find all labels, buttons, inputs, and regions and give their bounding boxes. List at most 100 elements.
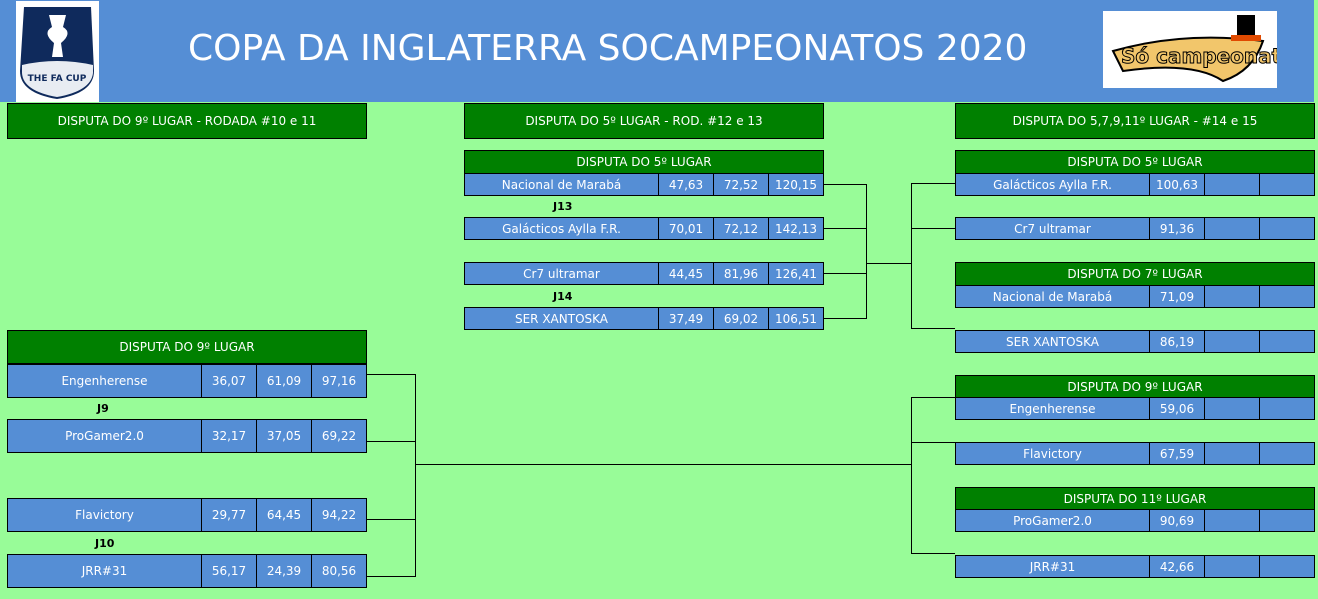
- team-name-cell: Engenherense: [955, 397, 1150, 420]
- team-score-cell: 37,49: [658, 307, 714, 330]
- empty-score-cell: [1204, 217, 1260, 240]
- team-name-cell: Galácticos Aylla F.R.: [464, 217, 659, 240]
- bracket-connector-line: [415, 374, 416, 577]
- empty-score-cell: [1259, 173, 1315, 196]
- team-score-cell: 44,45: [658, 262, 714, 285]
- team-score-cell: 69,02: [713, 307, 769, 330]
- team-name-cell: Galácticos Aylla F.R.: [955, 173, 1150, 196]
- empty-score-cell: [1204, 173, 1260, 196]
- team-score-cell: 56,17: [201, 554, 257, 588]
- bracket-connector-line: [911, 183, 912, 329]
- page-title: COPA DA INGLATERRA SOCAMPEONATOS 2020: [188, 28, 1028, 69]
- team-score-cell: 42,66: [1149, 555, 1205, 578]
- bracket-connector-line: [911, 228, 955, 229]
- bracket-connector-line: [366, 519, 416, 520]
- right-section-title: DISPUTA DO 5,7,9,11º LUGAR - #14 e 15: [955, 103, 1315, 139]
- empty-score-cell: [1259, 217, 1315, 240]
- bracket-connector-line: [911, 183, 955, 184]
- team-total-cell: 126,41: [768, 262, 824, 285]
- bracket-connector-line: [366, 441, 416, 442]
- bracket-connector-line: [366, 374, 416, 375]
- empty-score-cell: [1204, 509, 1260, 532]
- svg-text:Só campeonatos: Só campeonatos: [1121, 44, 1277, 68]
- team-total-cell: 97,16: [311, 364, 367, 398]
- team-score-cell: 81,96: [713, 262, 769, 285]
- bracket-connector-line: [911, 397, 912, 554]
- header-banner: THE FA CUP COPA DA INGLATERRA SOCAMPEONA…: [0, 0, 1314, 102]
- match-label: J14: [553, 290, 573, 303]
- team-total-cell: 120,15: [768, 173, 824, 196]
- match-label: J10: [95, 537, 115, 550]
- team-total-cell: 69,22: [311, 419, 367, 453]
- empty-score-cell: [1204, 442, 1260, 465]
- svg-text:THE FA CUP: THE FA CUP: [28, 74, 87, 84]
- empty-score-cell: [1259, 555, 1315, 578]
- team-score-cell: 29,77: [201, 498, 257, 532]
- team-name-cell: Nacional de Marabá: [955, 285, 1150, 308]
- team-score-cell: 90,69: [1149, 509, 1205, 532]
- team-total-cell: 80,56: [311, 554, 367, 588]
- team-score-cell: 64,45: [256, 498, 312, 532]
- team-score-cell: 91,36: [1149, 217, 1205, 240]
- team-score-cell: 36,07: [201, 364, 257, 398]
- team-name-cell: Nacional de Marabá: [464, 173, 659, 196]
- team-name-cell: Flavictory: [7, 498, 202, 532]
- team-score-cell: 32,17: [201, 419, 257, 453]
- match-label: J13: [553, 200, 573, 213]
- bracket-connector-line: [911, 553, 955, 554]
- team-name-cell: Engenherense: [7, 364, 202, 398]
- bracket-connector-line: [911, 328, 955, 329]
- team-name-cell: SER XANTOSKA: [464, 307, 659, 330]
- bracket-connector-line: [911, 442, 955, 443]
- team-score-cell: 72,52: [713, 173, 769, 196]
- right-group-header: DISPUTA DO 9º LUGAR: [955, 375, 1315, 399]
- empty-score-cell: [1204, 555, 1260, 578]
- team-score-cell: 61,09: [256, 364, 312, 398]
- team-score-cell: 70,01: [658, 217, 714, 240]
- right-group-header: DISPUTA DO 5º LUGAR: [955, 150, 1315, 174]
- team-name-cell: Flavictory: [955, 442, 1150, 465]
- middle-section-title: DISPUTA DO 5º LUGAR - ROD. #12 e 13: [464, 103, 824, 139]
- empty-score-cell: [1204, 330, 1260, 353]
- bracket-connector-line: [823, 228, 867, 229]
- empty-score-cell: [1259, 330, 1315, 353]
- right-group-header: DISPUTA DO 11º LUGAR: [955, 487, 1315, 511]
- team-name-cell: ProGamer2.0: [7, 419, 202, 453]
- team-total-cell: 106,51: [768, 307, 824, 330]
- team-name-cell: JRR#31: [7, 554, 202, 588]
- left-section-title: DISPUTA DO 9º LUGAR - RODADA #10 e 11: [7, 103, 367, 139]
- empty-score-cell: [1259, 285, 1315, 308]
- fa-cup-logo: THE FA CUP: [16, 1, 99, 102]
- match-label: J9: [97, 402, 109, 415]
- team-score-cell: 59,06: [1149, 397, 1205, 420]
- empty-score-cell: [1204, 285, 1260, 308]
- empty-score-cell: [1204, 397, 1260, 420]
- team-score-cell: 71,09: [1149, 285, 1205, 308]
- bracket-connector-line: [415, 464, 912, 465]
- team-total-cell: 94,22: [311, 498, 367, 532]
- empty-score-cell: [1259, 397, 1315, 420]
- team-score-cell: 67,59: [1149, 442, 1205, 465]
- team-score-cell: 72,12: [713, 217, 769, 240]
- team-score-cell: 37,05: [256, 419, 312, 453]
- team-name-cell: SER XANTOSKA: [955, 330, 1150, 353]
- right-group-header: DISPUTA DO 7º LUGAR: [955, 262, 1315, 286]
- left-group-header: DISPUTA DO 9º LUGAR: [7, 330, 367, 364]
- team-name-cell: Cr7 ultramar: [955, 217, 1150, 240]
- team-name-cell: ProGamer2.0: [955, 509, 1150, 532]
- bracket-connector-line: [866, 184, 867, 319]
- team-name-cell: Cr7 ultramar: [464, 262, 659, 285]
- team-score-cell: 47,63: [658, 173, 714, 196]
- team-total-cell: 142,13: [768, 217, 824, 240]
- team-score-cell: 100,63: [1149, 173, 1205, 196]
- empty-score-cell: [1259, 442, 1315, 465]
- bracket-connector-line: [866, 263, 912, 264]
- team-score-cell: 24,39: [256, 554, 312, 588]
- bracket-connector-line: [823, 184, 867, 185]
- bracket-connector-line: [911, 397, 955, 398]
- bracket-connector-line: [823, 318, 867, 319]
- socampeonatos-logo: Só campeonatos: [1103, 11, 1307, 88]
- bracket-connector-line: [366, 576, 416, 577]
- empty-score-cell: [1259, 509, 1315, 532]
- team-name-cell: JRR#31: [955, 555, 1150, 578]
